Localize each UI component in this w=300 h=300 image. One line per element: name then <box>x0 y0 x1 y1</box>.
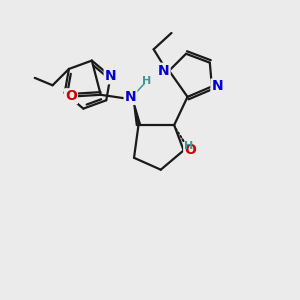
Text: N: N <box>212 80 223 94</box>
Text: N: N <box>124 90 136 104</box>
Polygon shape <box>134 101 140 125</box>
Text: H: H <box>142 76 152 86</box>
Text: O: O <box>65 89 77 103</box>
Text: N: N <box>105 69 116 83</box>
Text: H: H <box>184 141 193 151</box>
Text: N: N <box>158 64 170 78</box>
Text: O: O <box>184 143 196 158</box>
